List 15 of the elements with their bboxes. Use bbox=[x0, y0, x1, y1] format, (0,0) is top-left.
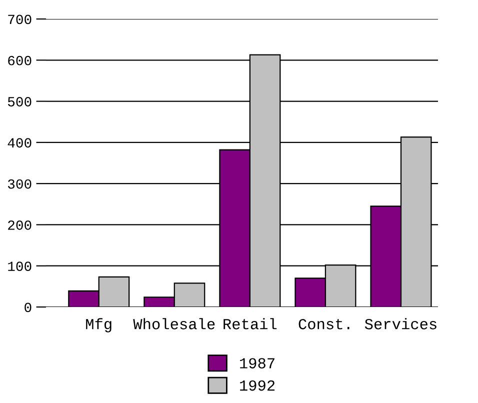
y-tick-label: 500 bbox=[8, 97, 32, 106]
y-tick-label: 300 bbox=[8, 179, 32, 189]
x-tick-label: Mfg bbox=[86, 318, 112, 332]
x-tick-label: Const. bbox=[298, 318, 350, 330]
legend-label: 1992 bbox=[240, 380, 275, 391]
x-tick-label: Services bbox=[364, 318, 436, 330]
y-tick-label: 700 bbox=[8, 14, 32, 24]
y-tick-label: 100 bbox=[8, 262, 32, 272]
legend-label: 1987 bbox=[240, 358, 274, 368]
x-tick-label: Wholesale bbox=[133, 318, 215, 330]
y-tick-label: 0 bbox=[24, 302, 32, 312]
y-tick-label: 200 bbox=[8, 220, 32, 230]
y-tick-label: 400 bbox=[8, 138, 32, 148]
y-tick-label: 600 bbox=[8, 56, 32, 66]
x-tick-label: Retail bbox=[224, 318, 277, 330]
